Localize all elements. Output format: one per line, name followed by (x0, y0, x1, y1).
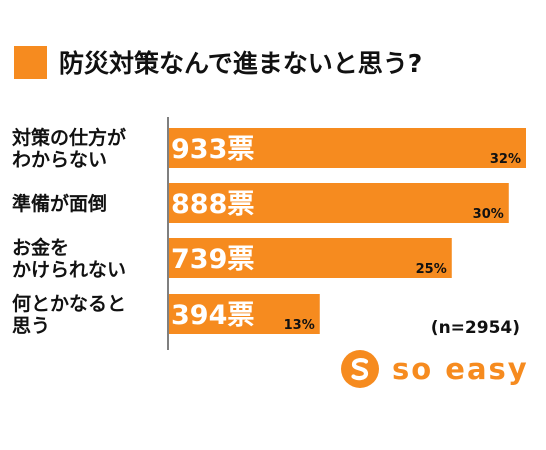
category-label: かけられない (12, 259, 126, 281)
category-label: 準備が面倒 (12, 192, 107, 215)
category-label: 何とかなると (12, 292, 126, 315)
category-label: 思う (12, 315, 50, 337)
so-easy-s-icon (341, 350, 379, 388)
bar (169, 183, 509, 223)
bar (169, 128, 526, 168)
so-easy-logo: so easy (340, 349, 529, 389)
bar-count-label: 394票 (171, 300, 254, 331)
bar-percent-label: 30% (473, 207, 504, 222)
bar (169, 294, 320, 334)
category-label: わからない (12, 149, 107, 171)
bar-count-label: 739票 (171, 244, 254, 275)
logo-text: so easy (392, 352, 529, 386)
chart-title-row: 防災対策なんで進まないと思う? (14, 44, 422, 80)
bar-percent-label: 32% (490, 152, 521, 167)
bar-count-label: 888票 (171, 189, 254, 220)
category-label: お金を (12, 236, 69, 259)
bar-count-label: 933票 (171, 134, 254, 165)
chart-title: 防災対策なんで進まないと思う? (59, 49, 423, 78)
bar-percent-label: 13% (284, 318, 315, 333)
category-label: 対策の仕方が (11, 126, 126, 149)
title-square-icon (14, 45, 47, 79)
bar-percent-label: 25% (416, 262, 447, 277)
bar (169, 238, 452, 278)
sample-size-note: (n=2954) (430, 318, 520, 338)
